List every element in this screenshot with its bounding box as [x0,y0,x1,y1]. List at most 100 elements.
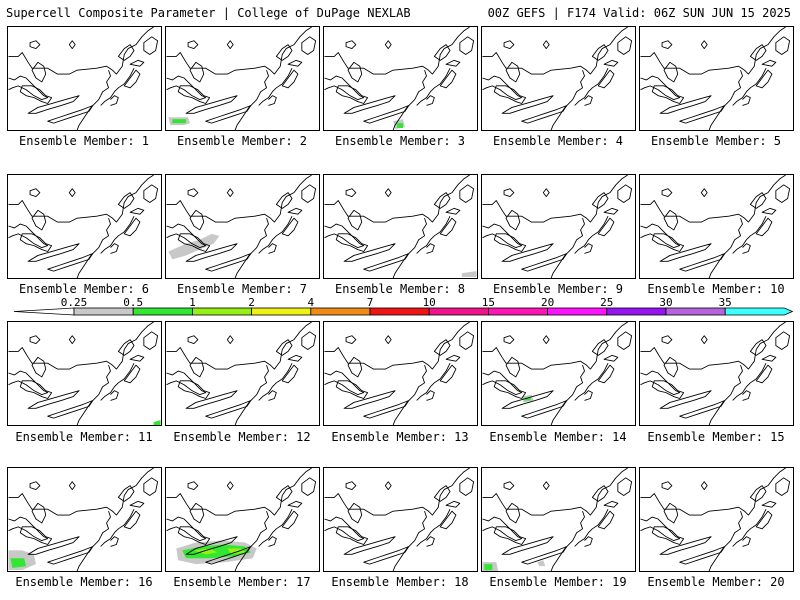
border-outline [640,27,786,75]
coastB-outline [258,216,293,254]
michigan-outline [19,526,53,545]
ontario-outline [521,546,568,565]
nova-outline [281,69,299,89]
gulf-outline [275,339,293,356]
gulf-outline [117,339,135,356]
coastB-outline [732,216,767,254]
diamond-outline [68,40,76,50]
border-outline [324,27,470,75]
colorbar-segment-6 [428,307,489,316]
member-label-15: Ensemble Member: 15 [647,430,785,444]
lake_c-outline [503,188,515,198]
gulf-outline [433,485,451,502]
colorbar-tick-6: 10 [423,296,436,309]
capecod-outline [426,536,435,547]
colorbar-tick-8: 20 [541,296,554,309]
erie-outline [659,390,712,409]
scp-shading-17-3 [227,548,245,555]
erie-outline [343,243,396,262]
border-outline [324,322,470,370]
superior-outline [8,75,49,101]
coastB-outline [574,363,609,401]
nova-outline [123,364,141,384]
colorbar-segment-8 [547,307,608,316]
border2-outline [732,70,743,96]
erie-outline [501,95,554,114]
michigan-outline [335,380,369,399]
ensemble-panel-15 [639,321,794,426]
map-10 [640,175,791,278]
pei-outline [761,207,777,215]
nova-outline [755,364,773,384]
colorbar-tick-4: 4 [307,296,314,309]
michigan-outline [19,85,53,104]
border-outline [8,322,154,370]
nf-outline [143,477,159,496]
capecod-outline [742,390,751,401]
capecod-outline [742,536,751,547]
huron-outline [31,61,47,83]
coastB-outline [416,509,451,547]
lake_c-outline [503,40,515,50]
erie-outline [343,390,396,409]
capecod-outline [584,536,593,547]
michigan-outline [335,233,369,252]
coastB-outline [258,68,293,106]
border-outline [482,468,628,516]
colorbar-segment-10 [665,307,726,316]
ensemble-panel-18 [323,467,478,572]
gulf-outline [275,192,293,209]
diamond-outline [542,335,550,345]
superior-outline [8,516,49,542]
pei-outline [445,207,461,215]
nova-outline [597,217,615,237]
ontario-outline [47,400,94,419]
erie-outline [343,536,396,555]
coastA-outline [708,243,734,278]
michigan-outline [493,380,527,399]
huron-outline [505,502,521,524]
diamond-outline [700,481,708,491]
lake_c-outline [187,481,199,491]
nf-outline [459,184,475,203]
coastB-outline [574,216,609,254]
member-label-7: Ensemble Member: 7 [176,282,308,296]
superior-outline [8,223,49,249]
coastA-outline [392,243,418,278]
member-label-18: Ensemble Member: 18 [331,575,469,589]
ontario-outline [205,105,252,124]
erie-outline [27,536,80,555]
lake_c-outline [661,335,673,345]
border2-outline [100,365,111,391]
coastA-outline [708,536,734,571]
run-valid-time: 00Z GEFS | F174 Valid: 06Z SUN JUN 15 20… [487,6,791,20]
border-outline [8,175,154,223]
coastB-outline [732,509,767,547]
nova-outline [123,69,141,89]
capecod-outline [742,243,751,254]
member-label-11: Ensemble Member: 11 [15,430,153,444]
colorbar-segment-2 [191,307,252,316]
coastB-outline [732,363,767,401]
member-label-17: Ensemble Member: 17 [173,575,311,589]
diamond-outline [384,188,392,198]
capecod-outline [268,536,277,547]
scp-shading-2-1 [172,119,187,124]
diamond-outline [384,335,392,345]
nf-outline [617,331,633,350]
coastB-outline [732,68,767,106]
superior-outline [324,75,365,101]
coastB-outline [100,68,135,106]
gulf-outline [749,192,767,209]
michigan-outline [335,526,369,545]
colorbar-segment-3 [251,307,312,316]
border2-outline [574,511,585,537]
lake_c-outline [503,335,515,345]
nf-outline [301,331,317,350]
michigan-outline [335,85,369,104]
pei-outline [445,354,461,362]
erie-outline [185,536,238,555]
member-label-9: Ensemble Member: 9 [492,282,624,296]
map-4 [482,27,633,130]
map-3 [324,27,475,130]
